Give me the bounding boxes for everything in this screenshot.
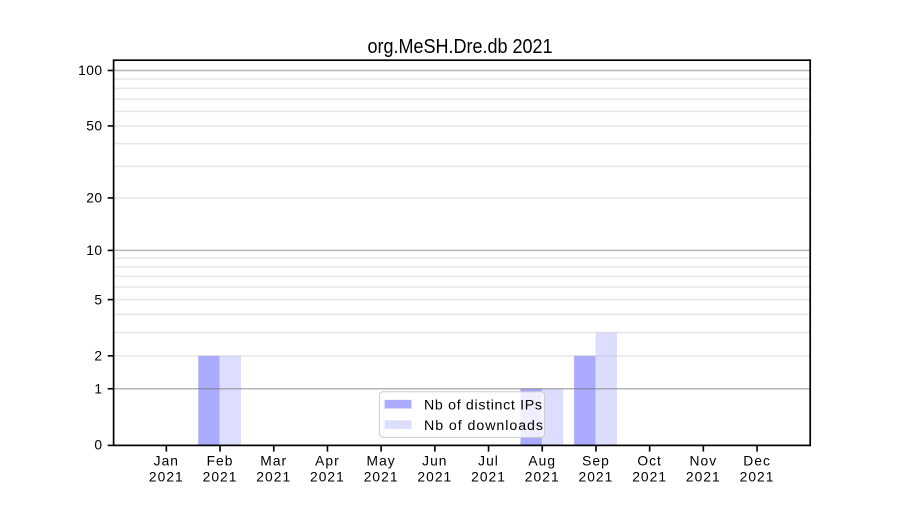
svg-text:2021: 2021 [686, 470, 721, 485]
svg-text:2021: 2021 [149, 470, 184, 485]
svg-text:Nb of distinct IPs: Nb of distinct IPs [424, 397, 543, 413]
svg-text:2021: 2021 [525, 470, 560, 485]
svg-text:Apr: Apr [315, 454, 340, 469]
svg-text:org.MeSH.Dre.db 2021: org.MeSH.Dre.db 2021 [368, 36, 553, 58]
svg-text:20: 20 [86, 191, 102, 206]
svg-text:10: 10 [86, 243, 102, 258]
svg-text:2021: 2021 [203, 470, 238, 485]
svg-text:2021: 2021 [364, 470, 399, 485]
svg-text:2: 2 [94, 349, 102, 364]
svg-text:Jul: Jul [478, 454, 499, 469]
svg-text:Sep: Sep [582, 454, 610, 469]
svg-text:50: 50 [86, 119, 102, 134]
svg-text:2021: 2021 [417, 470, 452, 485]
svg-text:Jun: Jun [422, 454, 447, 469]
svg-text:2021: 2021 [310, 470, 345, 485]
svg-text:Mar: Mar [260, 454, 287, 469]
svg-text:Jan: Jan [154, 454, 179, 469]
svg-text:100: 100 [78, 63, 103, 78]
svg-text:Dec: Dec [743, 454, 771, 469]
svg-text:2021: 2021 [632, 470, 667, 485]
svg-text:Oct: Oct [637, 454, 662, 469]
svg-text:2021: 2021 [471, 470, 506, 485]
svg-text:0: 0 [94, 438, 102, 453]
svg-text:2021: 2021 [740, 470, 775, 485]
svg-text:Aug: Aug [528, 454, 556, 469]
svg-text:1: 1 [94, 381, 102, 396]
svg-text:2021: 2021 [256, 470, 291, 485]
svg-text:Feb: Feb [207, 454, 234, 469]
svg-text:May: May [367, 454, 396, 469]
svg-text:Nb of downloads: Nb of downloads [424, 418, 544, 434]
svg-text:2021: 2021 [578, 470, 613, 485]
svg-text:5: 5 [94, 292, 102, 307]
svg-text:Nov: Nov [690, 454, 718, 469]
